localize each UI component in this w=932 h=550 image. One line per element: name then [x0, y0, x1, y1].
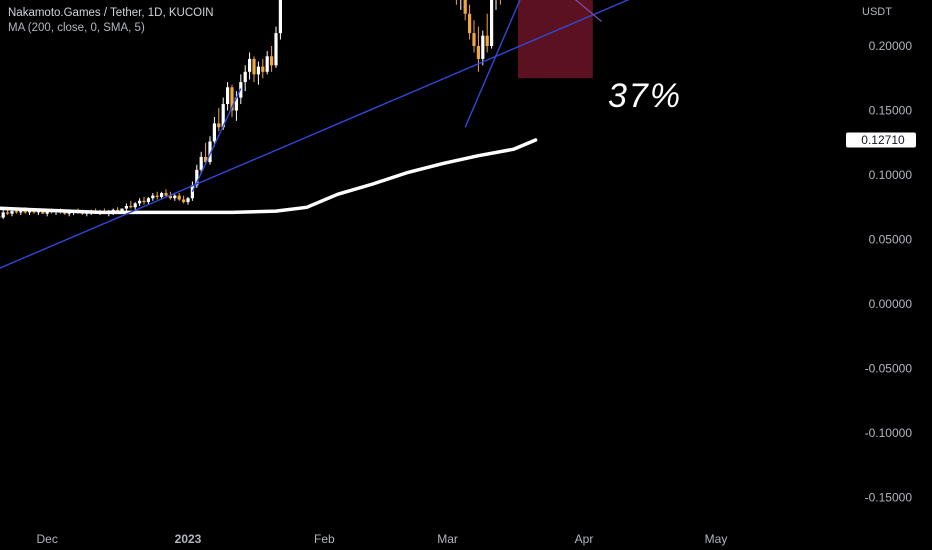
candle-body [481, 35, 485, 59]
candle-body [195, 169, 199, 186]
candle-body [208, 141, 212, 163]
currency-label: USDT [862, 6, 892, 18]
price-tick-label: -0.10000 [865, 426, 913, 440]
candle-body [468, 13, 472, 34]
candle-body [221, 104, 225, 128]
price-tick-label: -0.15000 [865, 491, 913, 505]
candle-body [248, 58, 252, 72]
candle-body [490, 0, 494, 46]
candle-body [226, 87, 230, 105]
candle-body [138, 200, 142, 204]
percent-annotation: 37% [608, 77, 682, 115]
candle-body [212, 123, 216, 142]
candle-body [199, 156, 203, 170]
candle-body [1, 212, 5, 218]
candle-body [151, 195, 155, 199]
trendline[interactable] [0, 0, 751, 269]
candle-body [129, 205, 133, 208]
candle-body [155, 195, 159, 197]
candle-body [270, 56, 274, 66]
candle-body [256, 66, 260, 75]
candle-body [274, 33, 278, 66]
candle-body [146, 198, 150, 203]
overlay-layer: 37% [0, 0, 751, 269]
price-tags: 0.379600.2762812:43:290.12710 [846, 132, 916, 148]
time-tick-label: Feb [314, 532, 335, 546]
time-tick-label: Apr [575, 532, 594, 546]
candle-body [173, 195, 177, 199]
time-tick-label: 2023 [175, 532, 202, 546]
candle-body [243, 71, 247, 83]
candle-body [261, 66, 265, 72]
candle-body [120, 208, 124, 212]
candle-body [168, 195, 172, 199]
candle-body [230, 87, 234, 111]
candle-body [204, 156, 208, 163]
trendline[interactable] [464, 0, 588, 128]
candle-body [186, 198, 190, 203]
candle-body [19, 209, 23, 213]
trendline[interactable] [191, 88, 242, 193]
time-tick-label: Mar [437, 532, 458, 546]
candle-body [10, 211, 14, 214]
time-axis[interactable]: Dec 2023 Feb Mar Apr May [37, 532, 728, 546]
candle-body [32, 211, 36, 213]
projection-line[interactable] [518, 0, 602, 22]
candle-body [6, 212, 10, 214]
candle-body [133, 203, 137, 208]
candle-body [472, 33, 476, 46]
price-tag-value: 0.12710 [861, 133, 905, 147]
candle-body [160, 193, 164, 197]
candle-body [142, 200, 146, 203]
price-tick-label: 0.20000 [869, 39, 913, 53]
candle-body [63, 212, 67, 214]
candle-body [45, 211, 49, 214]
symbol-title[interactable]: Nakamoto.Games / Tether, 1D, KUCOIN [8, 7, 214, 19]
candle-body [182, 199, 186, 203]
candle-body [278, 0, 282, 34]
price-tick-label: 0.10000 [869, 168, 913, 182]
chart-legend: Nakamoto.Games / Tether, 1D, KUCOIN MA (… [8, 6, 214, 36]
candle-body [164, 193, 168, 196]
candle-body [36, 211, 40, 213]
time-tick-label: Dec [37, 532, 58, 546]
candle-body [234, 97, 238, 111]
candle-body [485, 35, 489, 46]
price-tick-label: 0.05000 [869, 233, 913, 247]
price-tick-label: 0.15000 [869, 104, 913, 118]
price-axis[interactable]: USDT 0.500000.450000.400000.350000.30000… [862, 0, 912, 550]
ma-indicator-label[interactable]: MA (200, close, 0, SMA, 5) [8, 22, 145, 34]
ma-200-line[interactable] [0, 138, 538, 215]
candle-body [463, 0, 467, 14]
loss-zone[interactable] [518, 0, 593, 79]
candle-body [476, 46, 480, 59]
candle-body [28, 211, 32, 213]
candle-body [265, 56, 269, 72]
price-tag-box [846, 132, 916, 148]
candle-body [252, 58, 256, 75]
candle-body [116, 209, 120, 212]
candle-body [14, 211, 18, 213]
candle-body [124, 205, 128, 209]
price-tick-label: -0.05000 [865, 362, 913, 376]
candle-body [67, 212, 71, 214]
candle-body [177, 195, 181, 200]
candle-body [41, 211, 45, 214]
candle-body [217, 123, 221, 128]
position-zones [518, 0, 593, 79]
price-tick-label: 0.00000 [869, 297, 913, 311]
time-tick-label: May [705, 532, 728, 546]
